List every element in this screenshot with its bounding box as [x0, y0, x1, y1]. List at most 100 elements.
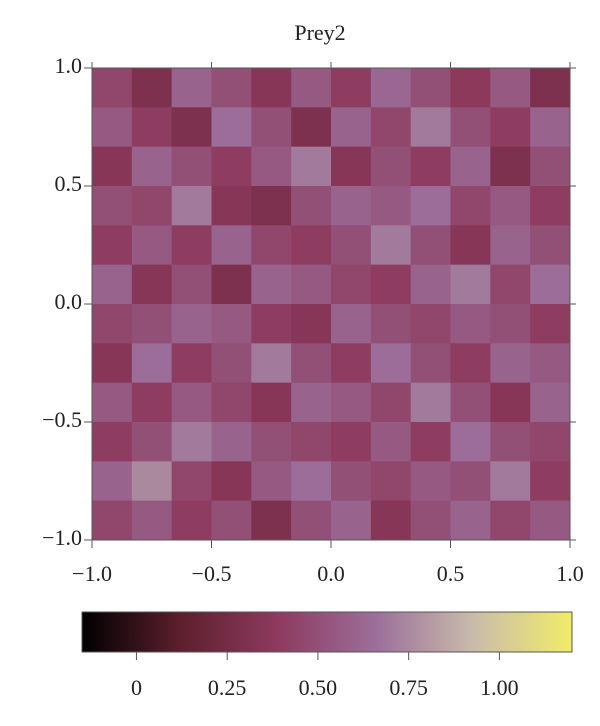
heatmap-cell	[490, 461, 531, 502]
heatmap-cell	[251, 343, 292, 384]
heatmap-cell	[251, 461, 292, 502]
heatmap-cell	[370, 68, 412, 108]
heatmap-cell	[171, 186, 212, 226]
heatmap-cell	[410, 461, 451, 502]
heatmap-cell	[530, 186, 571, 226]
heatmap-cell	[370, 304, 412, 344]
heatmap-cell	[251, 422, 292, 462]
heatmap-cell	[331, 500, 372, 541]
colorbar-tick-label: 1.00	[480, 675, 519, 700]
heatmap-cell	[291, 422, 332, 462]
heatmap-cell	[530, 304, 571, 344]
heatmap-cell	[291, 146, 332, 187]
heatmap-cell	[490, 146, 531, 187]
colorbar	[81, 611, 573, 653]
heatmap-cell	[251, 68, 292, 108]
x-tick-label: −1.0	[72, 561, 112, 586]
y-tick-label: 0.5	[55, 171, 83, 196]
heatmap-cell	[450, 422, 491, 462]
heatmap-cell	[251, 304, 292, 344]
heatmap-cell	[211, 304, 252, 344]
heatmap-cell	[410, 107, 451, 148]
heatmap-cell	[92, 107, 133, 148]
heatmap-cell	[450, 186, 491, 226]
heatmap-cell	[92, 186, 133, 226]
x-tick-label: −0.5	[192, 561, 232, 586]
heatmap-cell	[291, 304, 332, 344]
heatmap-cell	[370, 382, 412, 423]
heatmap-cell	[331, 422, 372, 462]
heatmap-cell	[370, 264, 412, 305]
chart-title: Prey2	[294, 20, 345, 45]
heatmap-cell	[530, 343, 571, 384]
heatmap-cell	[331, 304, 372, 344]
heatmap-cell	[530, 500, 571, 541]
heatmap-cell	[410, 343, 451, 384]
y-tick-label: 0.0	[55, 289, 83, 314]
heatmap-cell	[131, 461, 173, 502]
heatmap-cell	[370, 343, 412, 384]
heatmap-cell	[131, 343, 173, 384]
heatmap-cell	[92, 422, 133, 462]
heatmap-cell	[92, 146, 133, 187]
heatmap-cell	[410, 68, 451, 108]
heatmap-cell	[331, 264, 372, 305]
heatmap-cell	[530, 382, 571, 423]
heatmap-cell	[291, 343, 332, 384]
heatmap-cell	[370, 225, 412, 266]
heatmap-cell	[331, 382, 372, 423]
heatmap-cell	[291, 461, 332, 502]
heatmap-cell	[530, 107, 571, 148]
heatmap-cell	[450, 382, 491, 423]
heatmap-cell	[171, 304, 212, 344]
heatmap-cell	[251, 146, 292, 187]
heatmap-cell	[131, 146, 173, 187]
heatmap-cell	[410, 186, 451, 226]
heatmap-cell	[450, 225, 491, 266]
x-tick-label: 0.5	[437, 561, 465, 586]
heatmap-cell	[490, 68, 531, 108]
heatmap-cell	[370, 146, 412, 187]
heatmap-cell	[331, 68, 372, 108]
heatmap-cell	[251, 186, 292, 226]
heatmap-cell	[490, 500, 531, 541]
heatmap-cell	[92, 225, 133, 266]
heatmap-cell	[291, 382, 332, 423]
heatmap-cell	[410, 382, 451, 423]
heatmap-cell	[331, 461, 372, 502]
heatmap-cell	[131, 500, 173, 541]
heatmap-cell	[490, 382, 531, 423]
heatmap-cell	[490, 343, 531, 384]
heatmap-cell	[331, 107, 372, 148]
heatmap-cell	[251, 500, 292, 541]
heatmap-cell	[171, 225, 212, 266]
heatmap-cell	[450, 264, 491, 305]
heatmap-cell	[92, 68, 133, 108]
heatmap-cell	[92, 264, 133, 305]
heatmap-cell	[171, 500, 212, 541]
colorbar-tick-label: 0.50	[299, 675, 338, 700]
heatmap-cell	[410, 146, 451, 187]
heatmap-cell	[490, 264, 531, 305]
heatmap-cell	[410, 500, 451, 541]
y-tick-label: −0.5	[42, 407, 82, 432]
y-tick-label: −1.0	[42, 525, 82, 550]
heatmap-cell	[211, 461, 252, 502]
heatmap-cell	[530, 225, 571, 266]
heatmap-cell	[530, 422, 571, 462]
heatmap-cell	[171, 343, 212, 384]
heatmap-cell	[131, 225, 173, 266]
heatmap-cell	[211, 382, 252, 423]
heatmap-cell	[171, 422, 212, 462]
x-tick-label: 0.0	[317, 561, 345, 586]
heatmap-cell	[211, 68, 252, 108]
heatmap-cell	[211, 422, 252, 462]
heatmap-cell	[171, 146, 212, 187]
heatmap-cell	[291, 225, 332, 266]
heatmap-cell	[171, 264, 212, 305]
heatmap-cell	[490, 422, 531, 462]
x-tick-label: 1.0	[556, 561, 584, 586]
heatmap-cell	[92, 500, 133, 541]
heatmap-cell	[171, 107, 212, 148]
